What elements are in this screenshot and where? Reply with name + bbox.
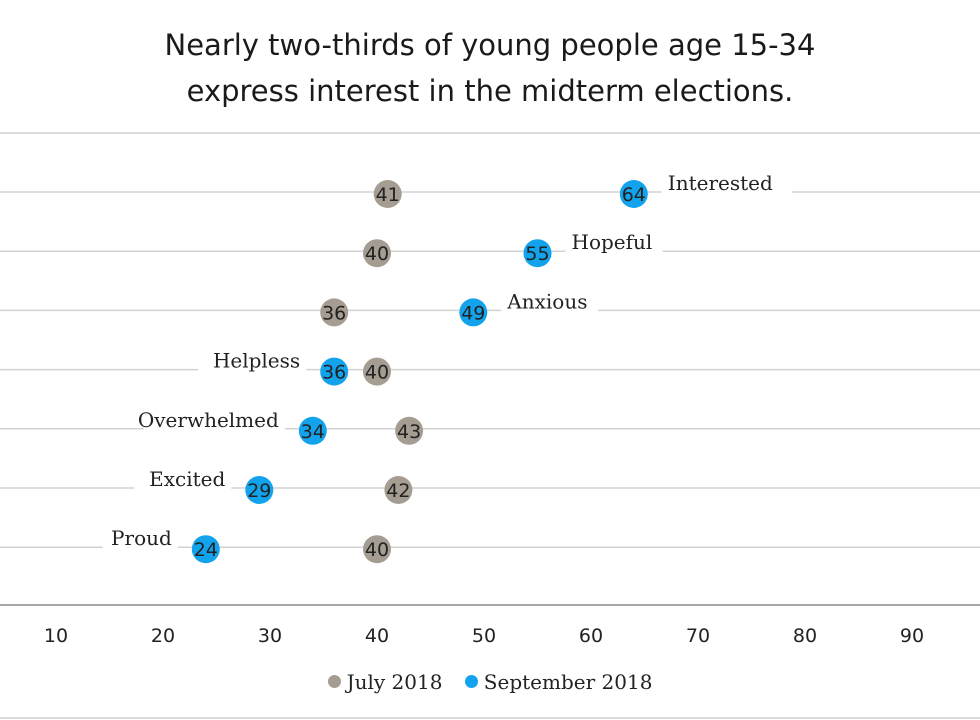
dot-september: [619, 180, 648, 208]
chart-title-line-1: Nearly two-thirds of young people age 15…: [164, 28, 816, 62]
dot-july: [363, 357, 391, 386]
dot-label-july: 42: [386, 480, 410, 502]
category-label: Interested: [668, 171, 773, 195]
x-tick-label: 20: [151, 625, 175, 647]
dot-label-september: 55: [525, 243, 549, 265]
dot-label-july: 36: [322, 302, 346, 324]
dot-july: [373, 180, 402, 208]
legend-item-july: July 2018: [327, 670, 443, 694]
dot-label-september: 29: [247, 480, 271, 502]
dot-label-july: 41: [376, 184, 400, 206]
dot-label-july: 43: [397, 421, 421, 443]
dot-july: [395, 416, 424, 445]
x-tick-label: 90: [900, 625, 924, 647]
category-label: Excited: [149, 467, 225, 491]
legend-swatch-july: [327, 675, 341, 688]
dot-label-september: 64: [622, 184, 646, 206]
chart-title-line-2: express interest in the midterm election…: [186, 74, 794, 108]
legend-item-september: September 2018: [464, 670, 653, 694]
dot-label-september: 49: [461, 302, 485, 324]
legend-swatch-september: [464, 675, 478, 688]
dot-label-september: 36: [322, 362, 346, 384]
dot-label-september: 34: [301, 421, 325, 443]
x-tick-label: 40: [365, 625, 389, 647]
dot-july: [363, 239, 391, 268]
legend-label-september: September 2018: [483, 670, 653, 694]
legend: July 2018 September 2018: [0, 670, 980, 694]
x-tick-label: 10: [44, 625, 68, 647]
x-tick-label: 60: [579, 625, 603, 647]
dot-september: [191, 535, 220, 564]
dot-july: [384, 476, 413, 504]
x-tick-label: 50: [472, 625, 496, 647]
dot-july: [363, 535, 391, 564]
category-label: Proud: [111, 526, 172, 550]
dot-label-september: 24: [194, 539, 218, 561]
x-tick-label: 30: [258, 625, 282, 647]
category-label: Overwhelmed: [138, 408, 279, 432]
dot-september: [523, 239, 552, 268]
category-label: Anxious: [506, 289, 587, 313]
dot-label-july: 40: [365, 243, 389, 265]
x-tick-label: 80: [793, 625, 817, 647]
dot-label-july: 40: [365, 362, 389, 384]
chart-title: Nearly two-thirds of young people age 15…: [0, 22, 980, 114]
dot-september: [298, 416, 327, 445]
category-label: Helpless: [213, 349, 300, 373]
dot-september: [245, 476, 274, 504]
legend-label-july: July 2018: [346, 670, 443, 694]
dot-july: [320, 298, 349, 327]
dot-september: [320, 357, 349, 386]
x-tick-label: 70: [686, 625, 710, 647]
dot-label-july: 40: [365, 539, 389, 561]
category-label: Hopeful: [572, 230, 653, 254]
dot-september: [459, 298, 488, 327]
